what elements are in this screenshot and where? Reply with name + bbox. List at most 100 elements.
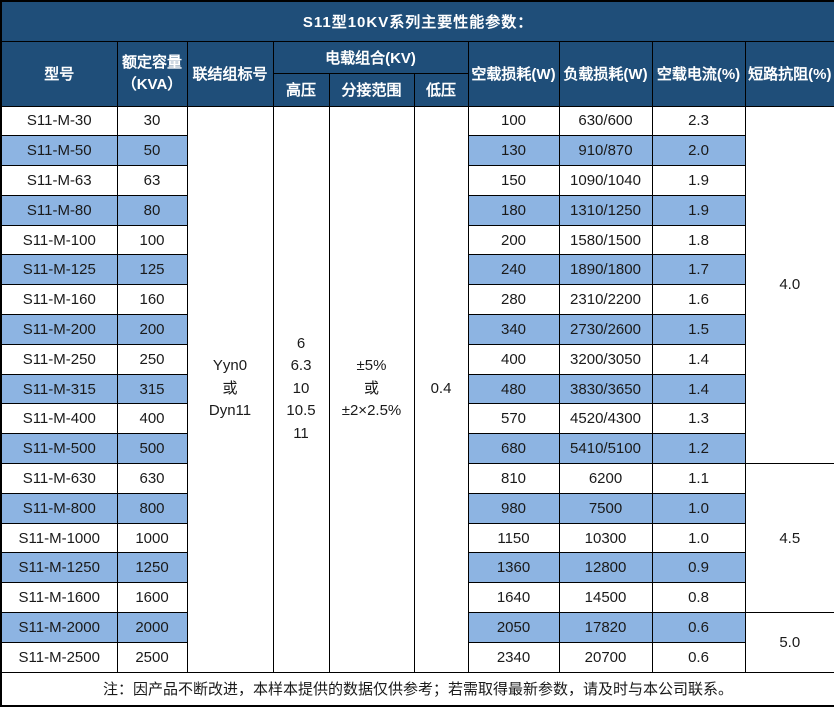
- cell-load-loss: 1090/1040: [558, 165, 653, 196]
- cell-rated-capacity: 2500: [116, 641, 188, 673]
- col-header-model: 型号: [0, 40, 118, 107]
- cell-rated-capacity: 1600: [116, 582, 188, 614]
- table-row: S11-M-200 200 340 2730/2600 1.5: [0, 314, 834, 345]
- cell-load-loss: 2310/2200: [558, 284, 653, 316]
- cell-load-loss: 3200/3050: [558, 343, 653, 375]
- cell-model: S11-M-80: [0, 194, 118, 226]
- cell-no-load-loss: 570: [467, 403, 560, 435]
- cell-connection-group: Yyn0 或 Dyn11: [186, 105, 274, 673]
- header-row-1: 型号 额定容量 （KVA） 联结组标号 电载组合(KV) 空载损耗(W) 负载损…: [0, 40, 834, 107]
- cell-model: S11-M-250: [0, 343, 118, 375]
- cell-model: S11-M-2500: [0, 641, 118, 673]
- table-row: S11-M-500 500 680 5410/5100 1.2: [0, 433, 834, 465]
- table-row: S11-M-630 630 810 6200 1.1 4.5: [0, 463, 834, 614]
- cell-no-load-loss: 2340: [467, 641, 560, 673]
- footer-row: 注：因产品不断改进，本样本提供的数据仅供参考；若需取得最新参数，请及时与本公司联…: [0, 671, 834, 707]
- col-header-hv: 高压: [272, 72, 330, 107]
- cell-no-load-loss: 280: [467, 284, 560, 316]
- cell-no-load-current: 1.4: [651, 343, 746, 375]
- cell-no-load-loss: 130: [467, 135, 560, 167]
- col-header-lv: 低压: [413, 72, 469, 107]
- cell-no-load-current: 1.5: [651, 314, 746, 345]
- cell-model: S11-M-800: [0, 492, 118, 524]
- table-row: S11-M-100 100 200 1580/1500 1.8: [0, 224, 834, 256]
- col-header-impedance: 短路抗阻(%): [744, 40, 834, 107]
- cell-no-load-current: 1.1: [651, 463, 746, 494]
- spec-table-body: S11-M-30 30 Yyn0 或 Dyn11 6 6.3 10 10.5 11 ±5…: [0, 105, 834, 673]
- cell-rated-capacity: 500: [116, 433, 188, 465]
- cell-rated-capacity: 400: [116, 403, 188, 435]
- col-header-capacity-line2: （KVA）: [121, 75, 183, 93]
- table-row: S11-M-800 800 980 7500 1.0: [0, 492, 834, 524]
- cell-no-load-loss: 1640: [467, 582, 560, 614]
- cell-no-load-loss: 680: [467, 433, 560, 465]
- cell-model: S11-M-630: [0, 463, 118, 494]
- cell-no-load-current: 1.2: [651, 433, 746, 465]
- cell-rated-capacity: 800: [116, 492, 188, 524]
- cell-no-load-current: 0.6: [651, 641, 746, 673]
- cell-model: S11-M-100: [0, 224, 118, 256]
- cell-rated-capacity: 2000: [116, 612, 188, 643]
- cell-load-loss: 910/870: [558, 135, 653, 167]
- cell-low-voltage: 0.4: [413, 105, 469, 673]
- table-row: S11-M-50 50 130 910/870 2.0: [0, 135, 834, 167]
- cell-model: S11-M-1600: [0, 582, 118, 614]
- cell-load-loss: 4520/4300: [558, 403, 653, 435]
- table-row: S11-M-63 63 150 1090/1040 1.9: [0, 165, 834, 196]
- cell-rated-capacity: 125: [116, 254, 188, 286]
- cell-load-loss: 6200: [558, 463, 653, 494]
- cell-rated-capacity: 200: [116, 314, 188, 345]
- table-row: S11-M-160 160 280 2310/2200 1.6: [0, 284, 834, 316]
- cell-rated-capacity: 315: [116, 373, 188, 405]
- cell-short-circuit-impedance: 4.5: [744, 463, 834, 614]
- cell-model: S11-M-30: [0, 105, 118, 137]
- cell-no-load-loss: 1150: [467, 522, 560, 554]
- cell-model: S11-M-400: [0, 403, 118, 435]
- cell-no-load-current: 1.4: [651, 373, 746, 405]
- cell-rated-capacity: 80: [116, 194, 188, 226]
- cell-no-load-loss: 2050: [467, 612, 560, 643]
- cell-rated-capacity: 160: [116, 284, 188, 316]
- cell-no-load-loss: 480: [467, 373, 560, 405]
- table-title: S11型10KV系列主要性能参数：: [0, 0, 834, 42]
- col-header-capacity-line1: 额定容量: [121, 53, 182, 71]
- cell-rated-capacity: 630: [116, 463, 188, 494]
- table-row: S11-M-125 125 240 1890/1800 1.7: [0, 254, 834, 286]
- table-row: S11-M-30 30 Yyn0 或 Dyn11 6 6.3 10 10.5 11 ±5…: [0, 105, 834, 673]
- cell-rated-capacity: 63: [116, 165, 188, 196]
- cell-load-loss: 2730/2600: [558, 314, 653, 345]
- cell-no-load-current: 1.0: [651, 522, 746, 554]
- cell-no-load-current: 2.0: [651, 135, 746, 167]
- col-header-tap-range: 分接范围: [328, 72, 415, 107]
- cell-no-load-loss: 980: [467, 492, 560, 524]
- col-header-connection: 联结组标号: [186, 40, 274, 107]
- cell-load-loss: 1890/1800: [558, 254, 653, 286]
- cell-load-loss: 1310/1250: [558, 194, 653, 226]
- cell-no-load-loss: 1360: [467, 552, 560, 584]
- cell-load-loss: 10300: [558, 522, 653, 554]
- cell-no-load-current: 0.8: [651, 582, 746, 614]
- cell-model: S11-M-160: [0, 284, 118, 316]
- cell-load-loss: 7500: [558, 492, 653, 524]
- cell-short-circuit-impedance: 4.0: [744, 105, 834, 465]
- cell-rated-capacity: 100: [116, 224, 188, 256]
- cell-rated-capacity: 50: [116, 135, 188, 167]
- footer-note: 注：因产品不断改进，本样本提供的数据仅供参考；若需取得最新参数，请及时与本公司联…: [0, 671, 834, 707]
- cell-load-loss: 5410/5100: [558, 433, 653, 465]
- cell-model: S11-M-500: [0, 433, 118, 465]
- table-row: S11-M-315 315 480 3830/3650 1.4: [0, 373, 834, 405]
- cell-no-load-current: 1.6: [651, 284, 746, 316]
- cell-no-load-current: 1.8: [651, 224, 746, 256]
- cell-no-load-current: 1.9: [651, 194, 746, 226]
- cell-no-load-current: 2.3: [651, 105, 746, 137]
- cell-no-load-loss: 240: [467, 254, 560, 286]
- cell-model: S11-M-315: [0, 373, 118, 405]
- cell-model: S11-M-2000: [0, 612, 118, 643]
- cell-load-loss: 12800: [558, 552, 653, 584]
- table-row: S11-M-1600 1600 1640 14500 0.8: [0, 582, 834, 614]
- cell-load-loss: 630/600: [558, 105, 653, 137]
- cell-no-load-loss: 400: [467, 343, 560, 375]
- cell-load-loss: 17820: [558, 612, 653, 643]
- cell-rated-capacity: 1000: [116, 522, 188, 554]
- title-row: S11型10KV系列主要性能参数：: [0, 0, 834, 42]
